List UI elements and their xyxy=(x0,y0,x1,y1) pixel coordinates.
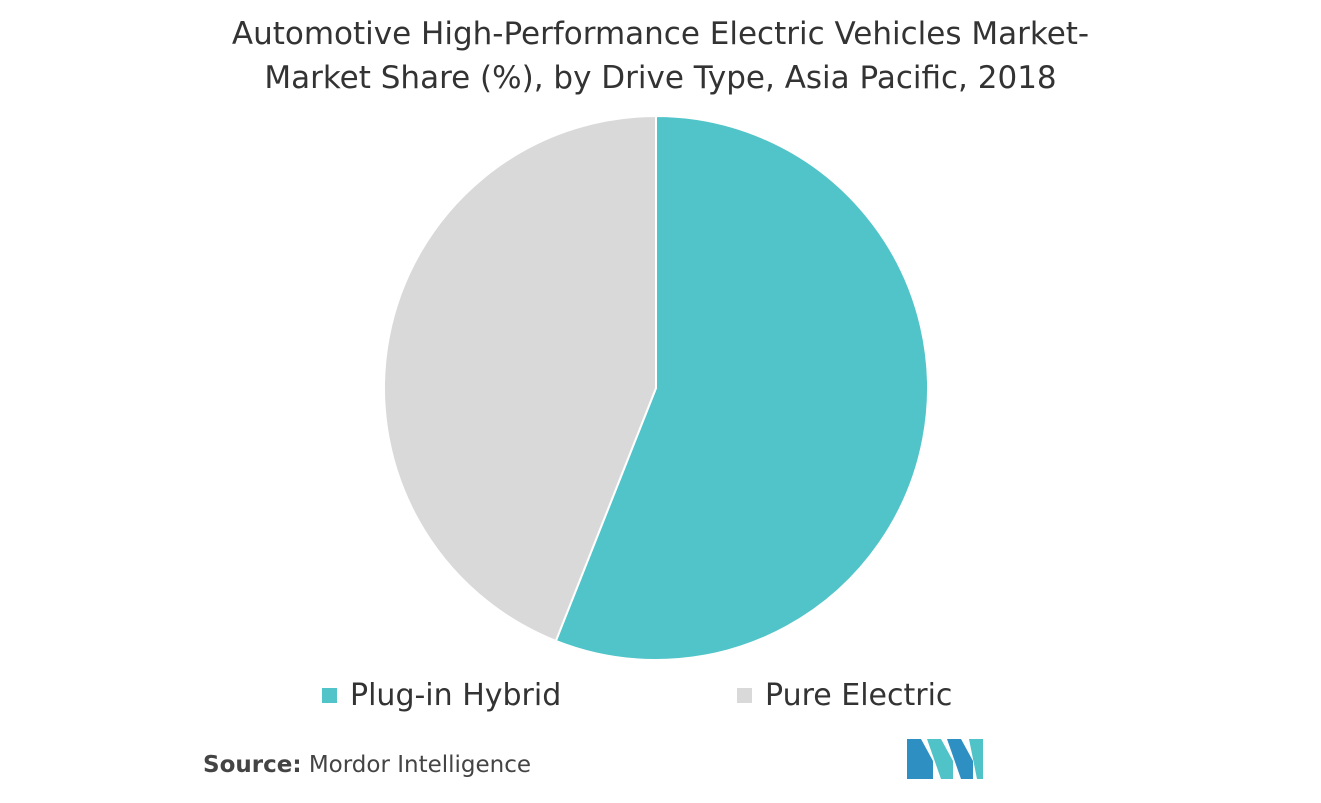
chart-title: Automotive High-Performance Electric Veh… xyxy=(0,12,1321,100)
legend-item-plug-in-hybrid: Plug-in Hybrid xyxy=(322,678,561,713)
mordor-intelligence-logo-icon xyxy=(907,739,983,779)
legend-label-plug-in-hybrid: Plug-in Hybrid xyxy=(350,678,562,713)
source-text: Mordor Intelligence xyxy=(308,752,532,778)
chart-title-line-1: Automotive High-Performance Electric Veh… xyxy=(231,16,1090,52)
legend-label-pure-electric: Pure Electric xyxy=(765,678,953,713)
legend-swatch-pure-electric xyxy=(737,688,752,703)
pie-slice-plug-in-hybrid xyxy=(554,114,929,661)
source-note: Source: Mordor Intelligence xyxy=(203,752,531,778)
pie-slice-pure-electric xyxy=(383,114,657,643)
legend-swatch-plug-in-hybrid xyxy=(322,688,337,703)
source-label: Source: xyxy=(203,752,302,778)
chart-title-line-2: Market Share (%), by Drive Type, Asia Pa… xyxy=(264,60,1057,96)
pie-chart xyxy=(383,114,929,661)
legend-item-pure-electric: Pure Electric xyxy=(737,678,952,713)
legend: Plug-in Hybrid Pure Electric xyxy=(0,678,1321,718)
